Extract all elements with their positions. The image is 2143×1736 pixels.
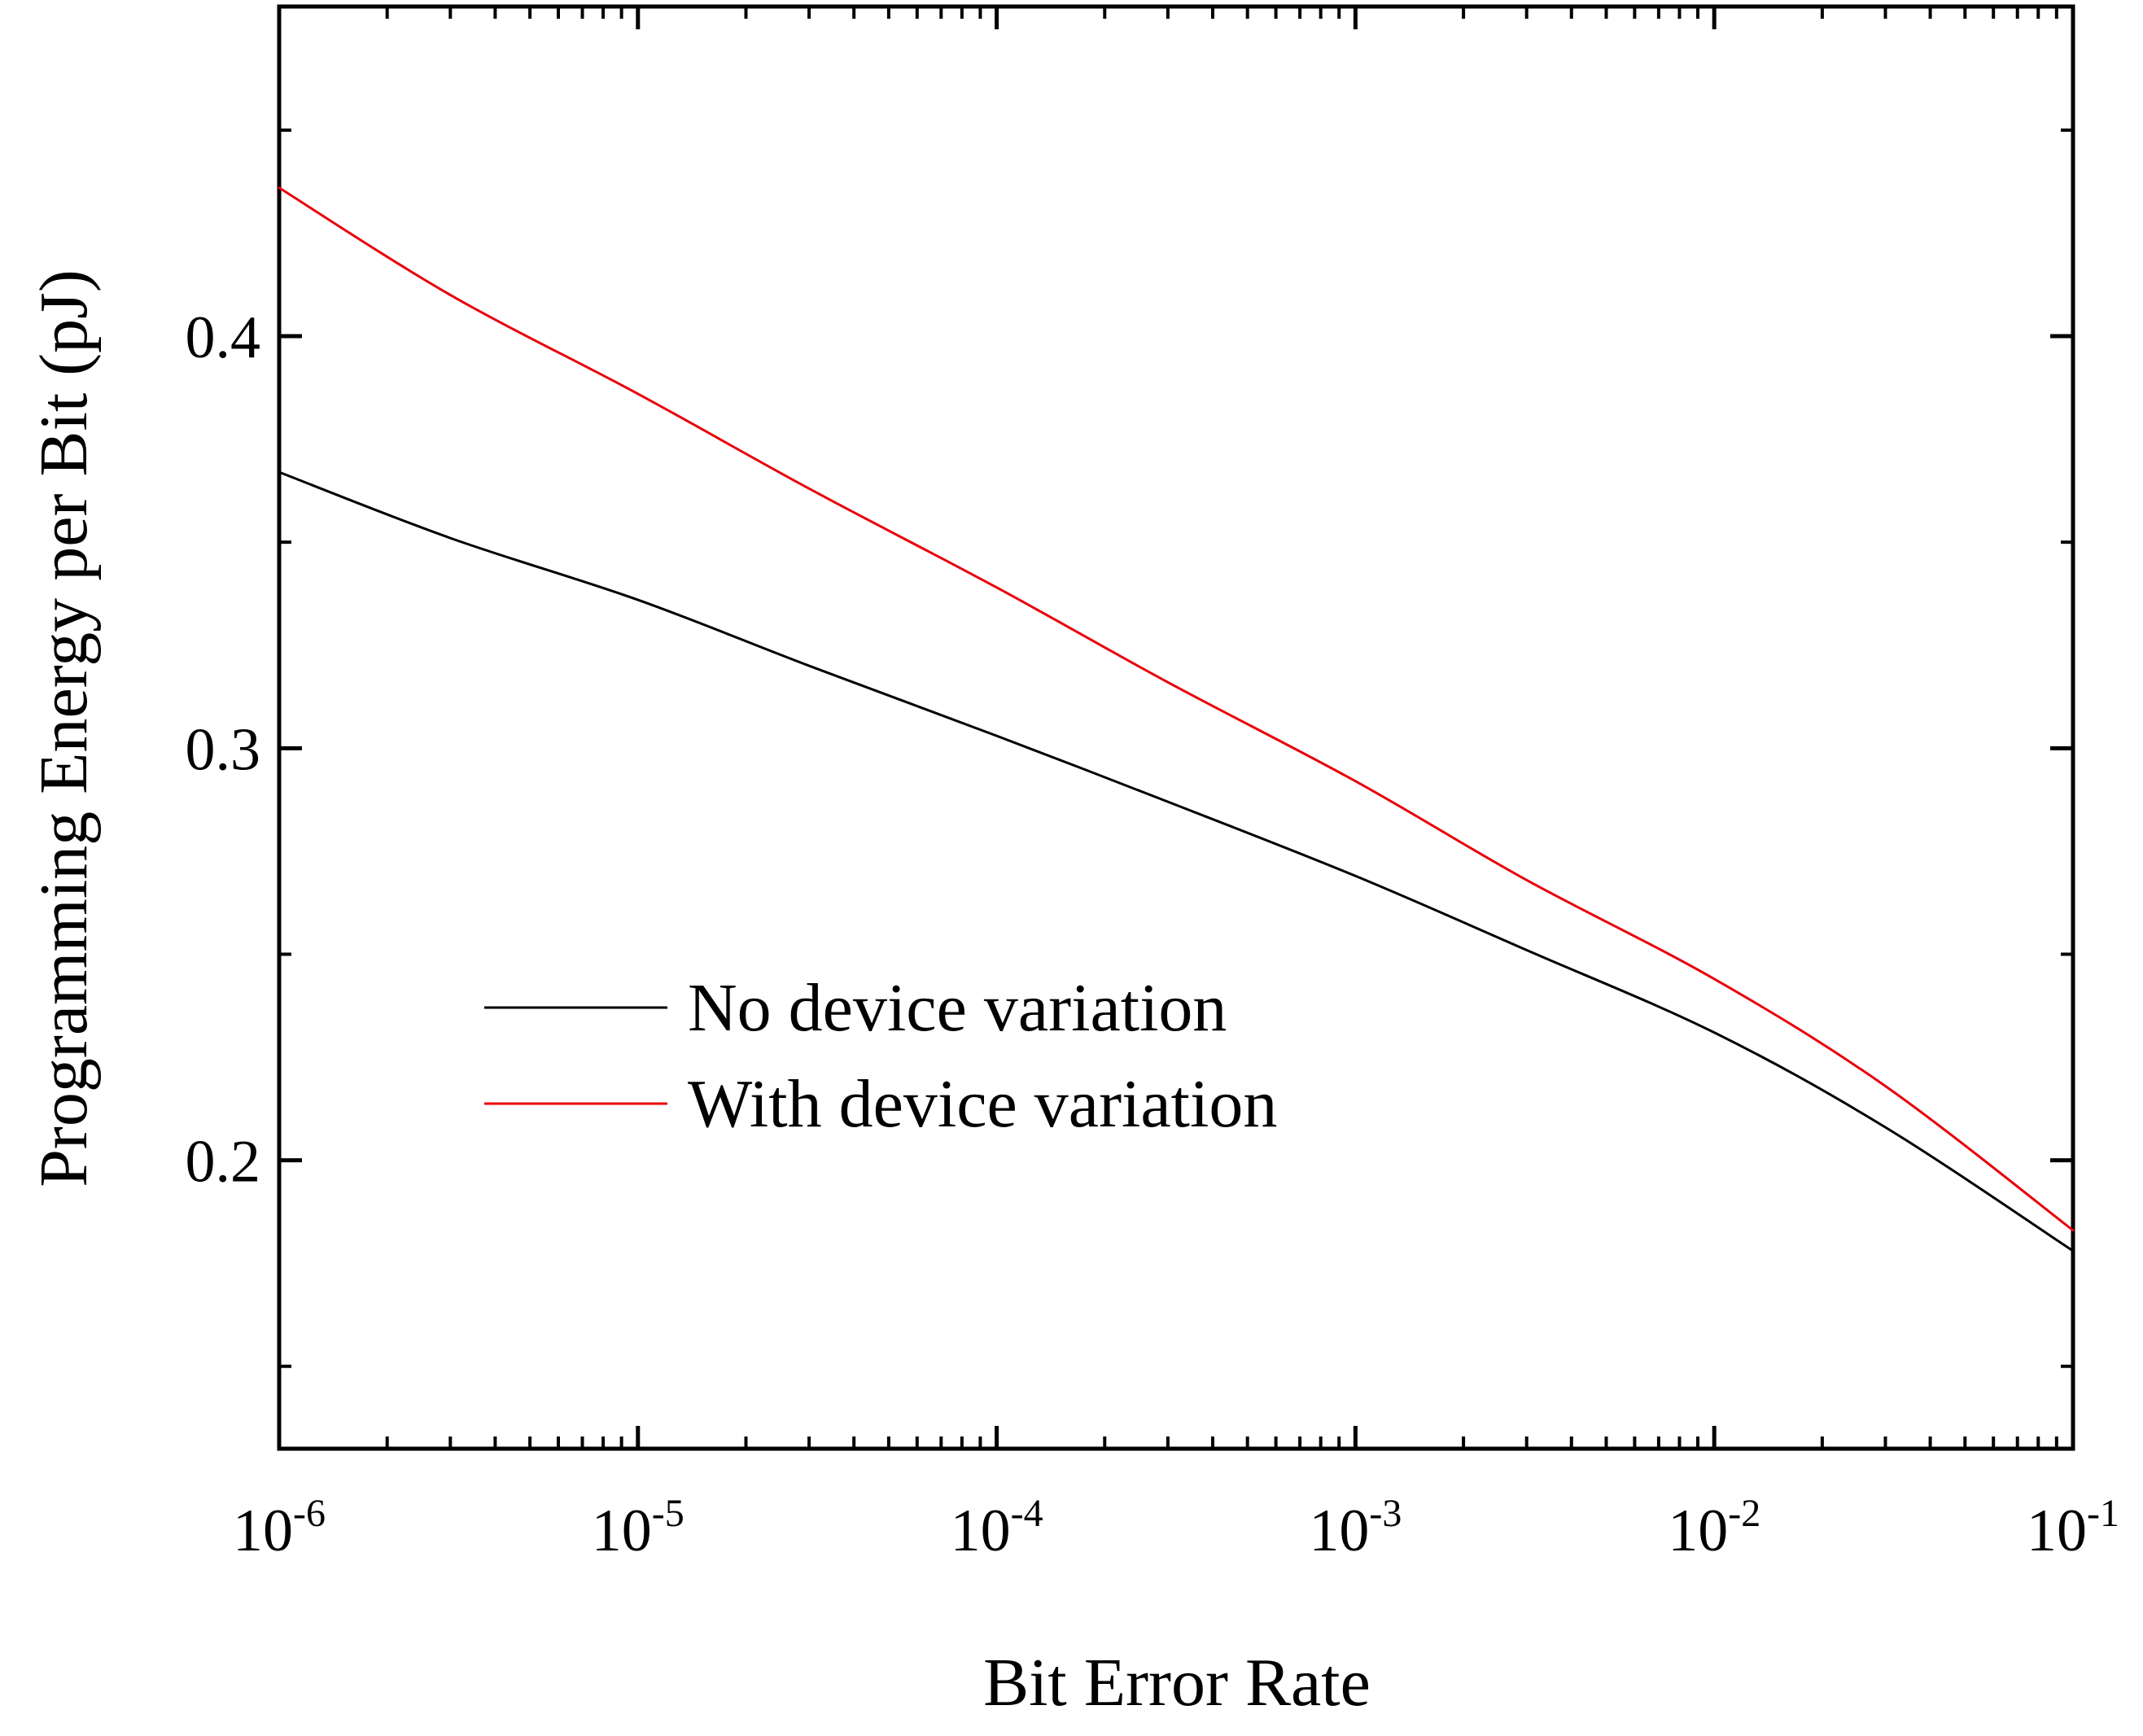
x-tick-label-base: 10 xyxy=(233,1498,293,1564)
y-axis-label: Programming Energy per Bit (pJ) xyxy=(26,269,102,1187)
x-tick-label-exponent: -6 xyxy=(293,1492,326,1535)
x-tick-label: 10-3 xyxy=(1309,1492,1402,1564)
x-tick-label: 10-4 xyxy=(951,1492,1043,1564)
x-tick-label: 10-5 xyxy=(592,1492,684,1564)
plot-area xyxy=(277,4,2075,1451)
x-tick-label: 10-6 xyxy=(233,1492,326,1564)
x-tick-label-base: 10 xyxy=(1309,1498,1369,1564)
x-axis: 10-6 10-5 10-4 10-3 10-2 10-1 xyxy=(233,7,2119,1564)
x-tick-label-exponent: -3 xyxy=(1369,1492,1402,1535)
y-axis: 0.2 0.3 0.4 xyxy=(186,128,2073,1368)
x-tick-label: 10-2 xyxy=(1668,1492,1760,1564)
x-tick-label-base: 10 xyxy=(1668,1498,1728,1564)
plot-frame xyxy=(277,4,2075,1451)
series-line-1 xyxy=(278,470,2075,1253)
x-tick-label-exponent: -2 xyxy=(1728,1492,1760,1535)
x-tick-label-base: 10 xyxy=(592,1498,652,1564)
x-tick-label-exponent: -1 xyxy=(2087,1492,2119,1535)
series-line-2 xyxy=(278,186,2075,1232)
x-tick-label: 10-1 xyxy=(2027,1492,2119,1564)
legend: No device variation With device variation xyxy=(484,970,1277,1142)
x-axis-label: Bit Error Rate xyxy=(983,1645,1371,1721)
x-tick-label-exponent: -5 xyxy=(652,1492,684,1535)
x-tick-label-base: 10 xyxy=(2027,1498,2087,1564)
x-tick-label-base: 10 xyxy=(951,1498,1011,1564)
x-tick-label-exponent: -4 xyxy=(1011,1492,1043,1535)
legend-label-2: With device variation xyxy=(688,1066,1277,1142)
y-tick-label: 0.4 xyxy=(186,304,261,371)
legend-label-1: No device variation xyxy=(688,970,1227,1046)
y-tick-label: 0.3 xyxy=(186,716,261,783)
y-tick-label: 0.2 xyxy=(186,1129,261,1196)
